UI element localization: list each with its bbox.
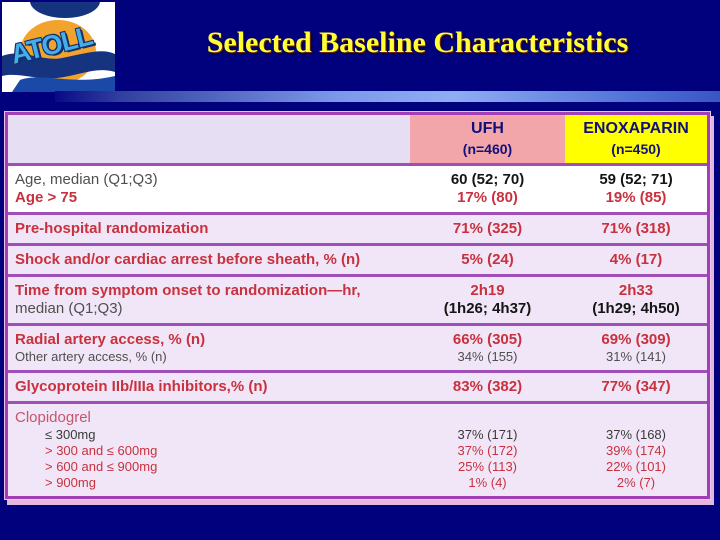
row-ufh-cell: 37% (171) 37% (172) 25% (113) 1% (4) (410, 409, 565, 491)
cell-line: median (Q1;Q3) (15, 300, 123, 317)
header-enoxaparin-cell: ENOXAPARIN (n=450) (565, 115, 707, 163)
header-ufh-cell: UFH (n=460) (410, 115, 565, 163)
row-ufh-cell: 5% (24) (410, 251, 565, 269)
cell-line: > 900mg (45, 475, 96, 490)
cell-line: 34% (155) (457, 349, 518, 364)
cell-line: 77% (347) (601, 378, 671, 395)
column-title-enoxaparin: ENOXAPARIN (583, 120, 689, 137)
cell-line: ≤ 300mg (45, 427, 96, 442)
header-empty-cell (8, 115, 410, 163)
cell-line: (1h26; 4h37) (443, 300, 532, 317)
cell-line: 5% (24) (461, 251, 514, 268)
cell-line: 25% (113) (457, 459, 517, 474)
cell-line: 2% (7) (616, 475, 656, 490)
cell-line: Pre-hospital randomization (15, 220, 209, 237)
table-row: Glycoprotein IIb/IIIa inhibitors,% (n) 8… (8, 370, 707, 401)
title-divider-bar (55, 91, 720, 102)
cell-line: 1% (4) (468, 475, 507, 490)
table-row: Clopidogrel ≤ 300mg > 300 and ≤ 600mg > 600… (8, 401, 707, 496)
cell-line: 4% (17) (609, 251, 663, 268)
cell-line: 71% (318) (601, 220, 671, 237)
cell-line: 2h19 (470, 282, 505, 299)
table-header-row: UFH (n=460) ENOXAPARIN (n=450) (8, 115, 707, 163)
cell-line: > 300 and ≤ 600mg (45, 443, 158, 458)
row-ufh-cell: 83% (382) (410, 378, 565, 396)
cell-line: 69% (309) (601, 331, 671, 348)
column-n-enoxaparin: (n=450) (611, 141, 661, 157)
cell-line: 17% (80) (457, 189, 518, 206)
cell-line: Radial artery access, % (n) (15, 331, 206, 348)
row-enoxaparin-cell: 2h33 (1h29; 4h50) (565, 282, 707, 318)
table-rows: Age, median (Q1;Q3) Age > 75 60 (52; 70) 1… (8, 163, 707, 496)
cell-line: Glycoprotein IIb/IIIa inhibitors,% (n) (15, 378, 268, 395)
logo-wave-icon (2, 51, 115, 92)
cell-line: 2h33 (618, 282, 654, 299)
cell-line: > 600 and ≤ 900mg (45, 459, 158, 474)
cell-line: Age, median (Q1;Q3) (15, 171, 158, 188)
row-ufh-cell: 2h19 (1h26; 4h37) (410, 282, 565, 318)
table-row: Shock and/or cardiac arrest before sheat… (8, 243, 707, 274)
cell-line: 39% (174) (606, 443, 666, 458)
cell-line: Clopidogrel (15, 409, 91, 426)
row-label-cell: Shock and/or cardiac arrest before sheat… (8, 251, 410, 269)
row-label-cell: Glycoprotein IIb/IIIa inhibitors,% (n) (8, 378, 410, 396)
row-enoxaparin-cell: 59 (52; 71) 19% (85) (565, 171, 707, 207)
row-label-cell: Age, median (Q1;Q3) Age > 75 (8, 171, 410, 207)
row-ufh-cell: 66% (305) 34% (155) (410, 331, 565, 365)
cell-line: 83% (382) (452, 378, 523, 395)
row-label-cell: Pre-hospital randomization (8, 220, 410, 238)
cell-line: 59 (52; 71) (599, 171, 673, 188)
column-n-ufh: (n=460) (462, 141, 513, 157)
slide-title: Selected Baseline Characteristics (206, 26, 629, 59)
row-enoxaparin-cell: 77% (347) (565, 378, 707, 396)
row-label-cell: Clopidogrel ≤ 300mg > 300 and ≤ 600mg > 600… (8, 409, 410, 491)
cell-line: 22% (101) (606, 459, 666, 474)
cell-line: 19% (85) (605, 189, 667, 206)
atoll-logo: ATOLL (2, 2, 115, 92)
row-label-cell: Time from symptom onset to randomization… (8, 282, 410, 318)
cell-line: 66% (305) (452, 331, 523, 348)
row-enoxaparin-cell: 71% (318) (565, 220, 707, 238)
cell-line: 37% (171) (457, 427, 518, 442)
table-row: Age, median (Q1;Q3) Age > 75 60 (52; 70) 1… (8, 163, 707, 212)
cell-line: 71% (325) (452, 220, 523, 237)
cell-line: Shock and/or cardiac arrest before sheat… (15, 251, 361, 268)
row-enoxaparin-cell: 4% (17) (565, 251, 707, 269)
row-label-cell: Radial artery access, % (n) Other artery … (8, 331, 410, 365)
cell-line: 37% (168) (606, 427, 666, 442)
row-enoxaparin-cell: 37% (168) 39% (174) 22% (101) 2% (7) (565, 409, 707, 491)
cell-line: Time from symptom onset to randomization… (15, 282, 361, 299)
row-ufh-cell: 71% (325) (410, 220, 565, 238)
table-row: Radial artery access, % (n) Other artery … (8, 323, 707, 370)
cell-line: Other artery access, % (n) (15, 349, 167, 364)
cell-line: 31% (141) (606, 349, 666, 364)
row-ufh-cell: 60 (52; 70) 17% (80) (410, 171, 565, 207)
column-title-ufh: UFH (471, 120, 504, 137)
baseline-characteristics-table: UFH (n=460) ENOXAPARIN (n=450) Age, medi… (5, 112, 710, 499)
table-row: Time from symptom onset to randomization… (8, 274, 707, 323)
cell-line: 60 (52; 70) (450, 171, 525, 188)
row-enoxaparin-cell: 69% (309) 31% (141) (565, 331, 707, 365)
logo-wave-top-shape (30, 2, 100, 18)
cell-line: 37% (172) (457, 443, 518, 458)
cell-line: Age > 75 (15, 189, 78, 206)
table-row: Pre-hospital randomization 71% (325) 71%… (8, 212, 707, 243)
cell-line: (1h29; 4h50) (592, 300, 680, 317)
